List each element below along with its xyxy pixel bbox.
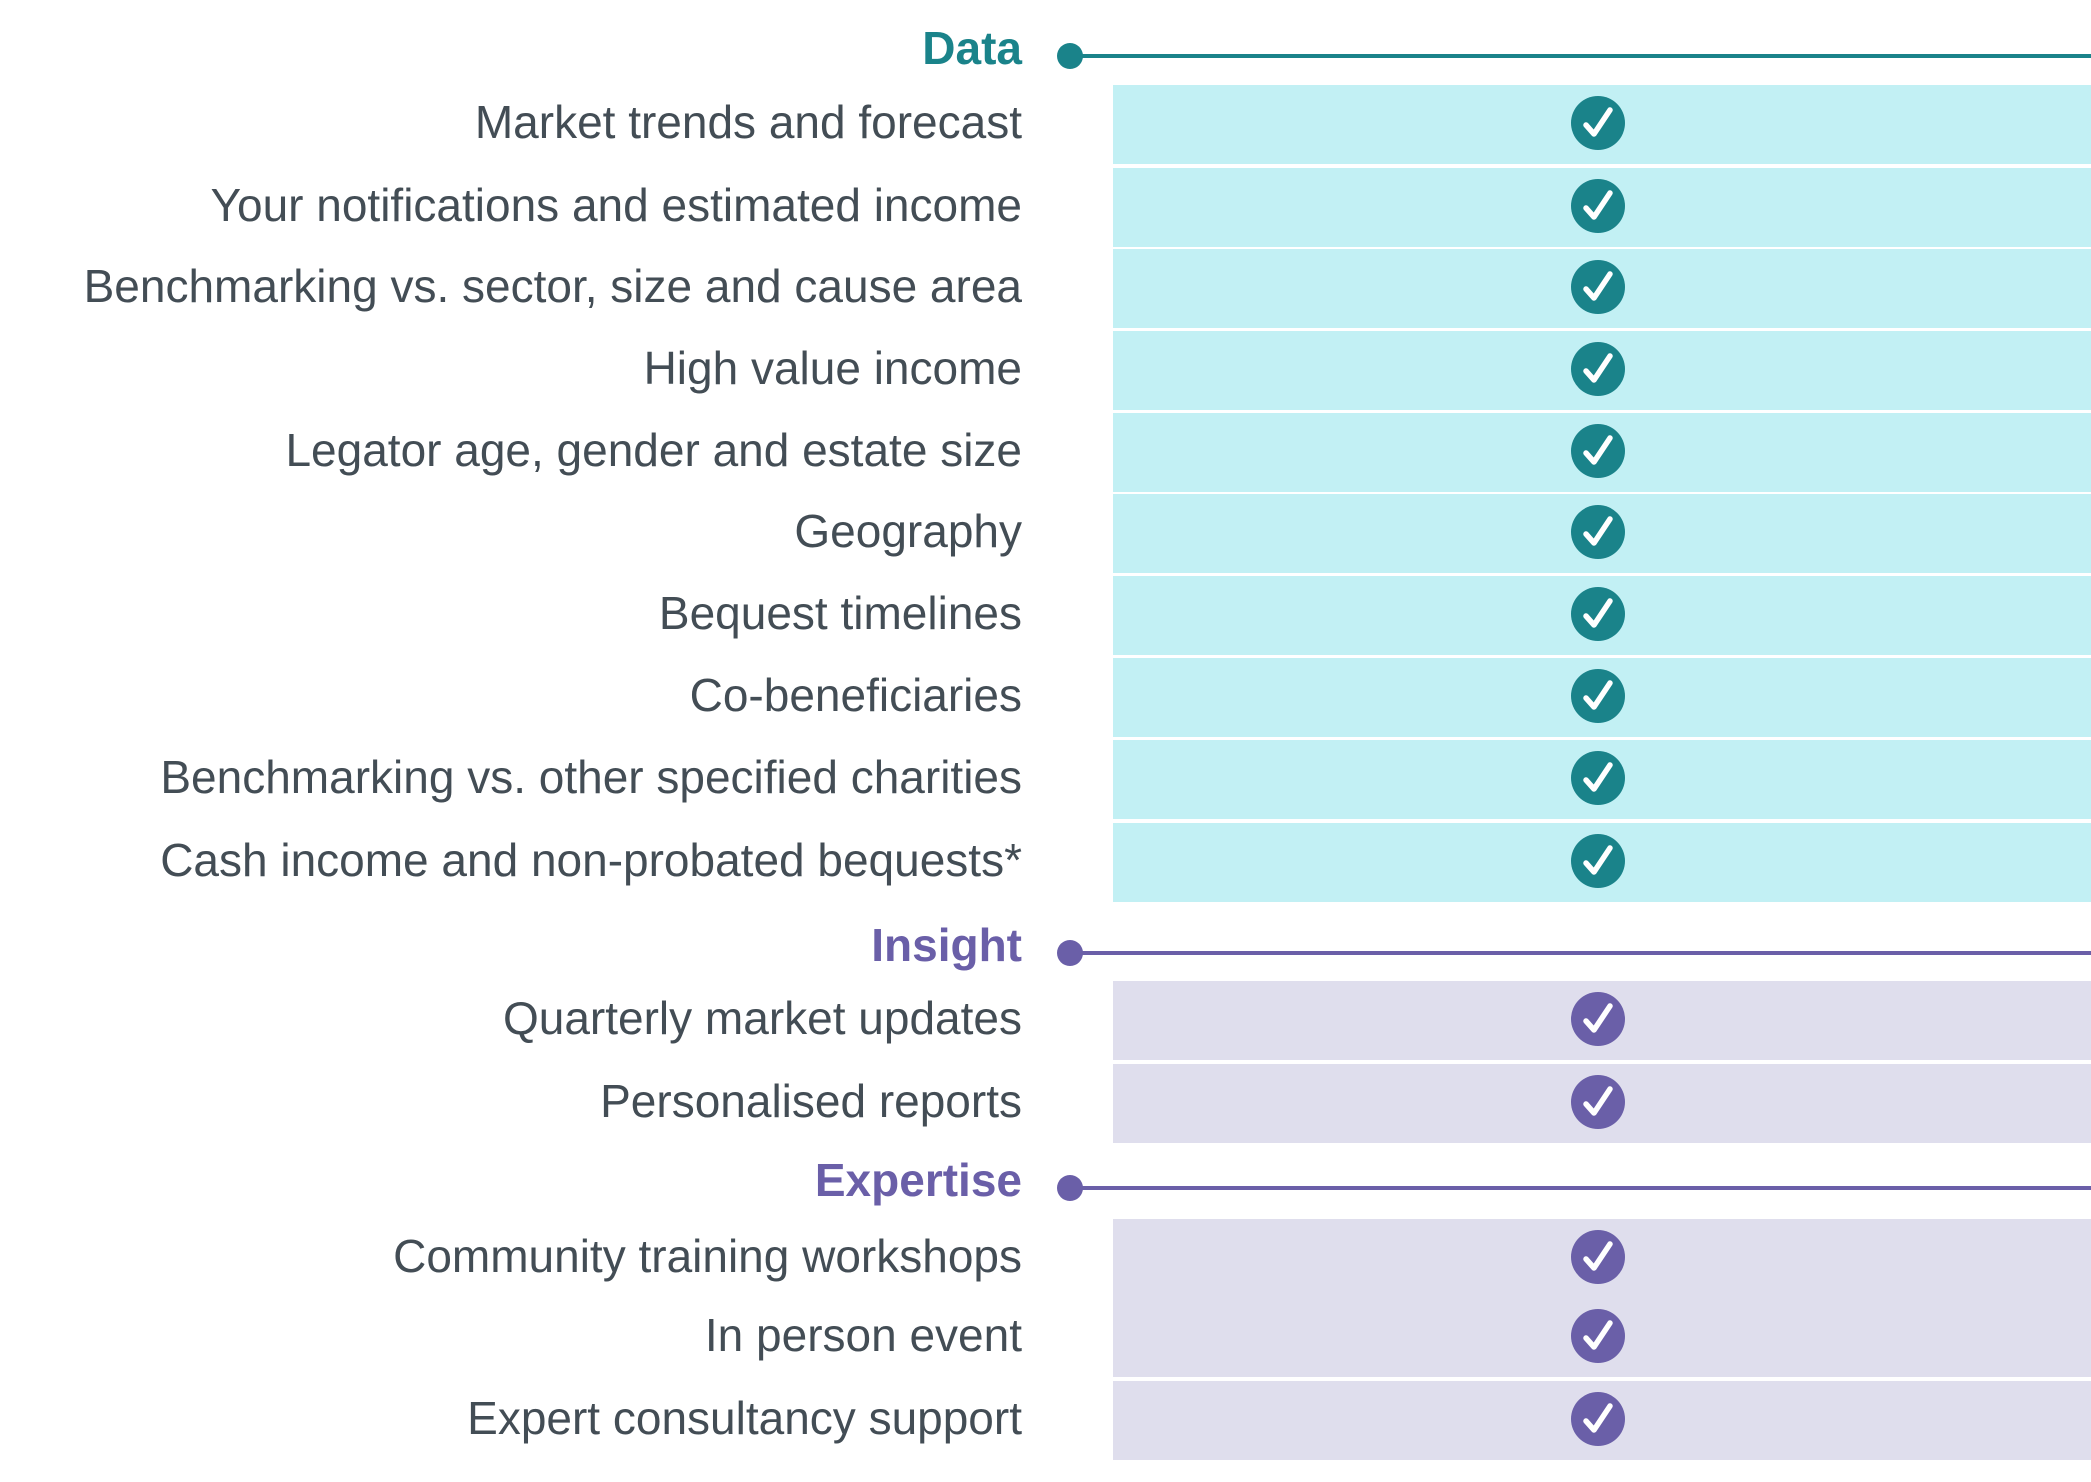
feature-label: Market trends and forecast [475,92,1022,152]
check-icon [1571,751,1625,805]
check-icon [1571,424,1625,478]
section-divider-line [1070,1186,2091,1190]
check-icon [1571,505,1625,559]
feature-label: Personalised reports [600,1071,1022,1131]
section-divider-line [1070,951,2091,955]
feature-label: Quarterly market updates [503,988,1022,1048]
section-title: Expertise [815,1150,1022,1210]
feature-label: Cash income and non-probated bequests* [160,830,1022,890]
check-icon [1571,834,1625,888]
check-icon [1571,992,1625,1046]
check-icon [1571,260,1625,314]
feature-label: In person event [705,1305,1022,1365]
section-title: Data [922,18,1022,78]
feature-label: Your notifications and estimated income [211,175,1022,235]
check-icon [1571,1075,1625,1129]
check-icon [1571,587,1625,641]
feature-label: Geography [794,501,1022,561]
check-icon [1571,1230,1625,1284]
section-divider-line [1070,54,2091,58]
feature-label: Legator age, gender and estate size [285,420,1022,480]
feature-label: Expert consultancy support [467,1388,1022,1448]
feature-label: Bequest timelines [659,583,1022,643]
check-icon [1571,96,1625,150]
feature-label: Community training workshops [393,1226,1022,1286]
feature-label: Benchmarking vs. sector, size and cause … [84,256,1022,316]
feature-label: Benchmarking vs. other specified chariti… [160,747,1022,807]
check-icon [1571,1392,1625,1446]
check-icon [1571,1309,1625,1363]
feature-label: Co-beneficiaries [690,665,1022,725]
check-icon [1571,669,1625,723]
check-icon [1571,179,1625,233]
feature-label: High value income [644,338,1022,398]
check-icon [1571,342,1625,396]
section-title: Insight [871,915,1022,975]
